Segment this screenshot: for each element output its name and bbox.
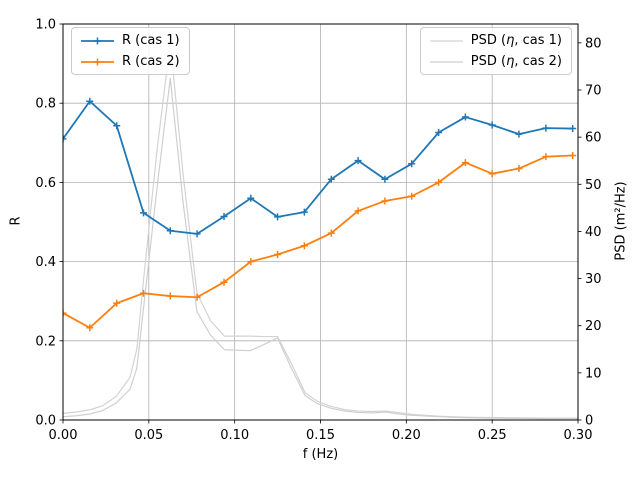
series-layer — [63, 42, 578, 420]
right-y-tick-label: 70 — [585, 84, 602, 99]
legend-entry: PSD (η, cas 2) — [429, 52, 562, 71]
x-tick-label: 0.00 — [49, 428, 78, 443]
series-line-4 — [63, 77, 578, 420]
right-y-tick-label: 80 — [585, 36, 602, 51]
legend-line-swatch-icon — [81, 58, 114, 65]
legend-entry: R (cas 1) — [80, 31, 180, 50]
legend-entry: PSD (η, cas 1) — [429, 31, 562, 50]
plus-marker-icon — [94, 37, 101, 44]
legend-label: PSD (η, cas 1) — [470, 33, 562, 48]
series-markers-1 — [63, 97, 577, 238]
right-y-tick-label: 30 — [585, 272, 602, 287]
x-axis-label: f (Hz) — [302, 447, 339, 462]
left-y-tick-label: 0.4 — [35, 255, 56, 270]
right-y-tick-label: 60 — [585, 131, 602, 146]
legend-entry: R (cas 2) — [80, 52, 180, 71]
right-y-tick-label: 10 — [585, 366, 602, 381]
left-y-axis-label: R — [8, 216, 24, 226]
legend-label: R (cas 1) — [122, 33, 180, 48]
left-y-tick-label: 0.2 — [35, 334, 56, 349]
legend-line-swatch-icon — [429, 60, 463, 63]
left-y-tick-label: 0.0 — [35, 414, 56, 429]
left-y-tick-label: 1.0 — [35, 18, 56, 33]
right-y-tick-label: 20 — [585, 319, 602, 334]
legend-line-swatch-icon — [429, 39, 463, 42]
x-tick-label: 0.15 — [306, 428, 335, 443]
right-y-tick-label: 40 — [585, 225, 602, 240]
series-markers-2 — [63, 151, 577, 332]
x-tick-label: 0.10 — [220, 428, 249, 443]
series-line-1 — [63, 100, 573, 235]
plus-marker-icon — [94, 58, 101, 65]
x-tick-label: 0.20 — [392, 428, 421, 443]
left-y-tick-label: 0.8 — [35, 97, 56, 112]
right-y-tick-label: 0 — [585, 414, 593, 429]
series-line-2 — [63, 154, 573, 329]
legend-r: R (cas 1) R (cas 2) — [71, 27, 190, 75]
series-line-3 — [63, 42, 578, 419]
legend-psd: PSD (η, cas 1) PSD (η, cas 2) — [419, 27, 572, 75]
left-y-tick-label: 0.6 — [35, 176, 56, 191]
right-y-axis-label: PSD (m²/Hz) — [613, 181, 629, 261]
x-tick-label: 0.05 — [134, 428, 163, 443]
legend-label: R (cas 2) — [122, 54, 180, 69]
legend-line-swatch-icon — [81, 37, 114, 44]
x-tick-label: 0.30 — [564, 428, 593, 443]
x-tick-label: 0.25 — [478, 428, 507, 443]
right-y-tick-label: 50 — [585, 178, 602, 193]
legend-label: PSD (η, cas 2) — [470, 54, 562, 69]
